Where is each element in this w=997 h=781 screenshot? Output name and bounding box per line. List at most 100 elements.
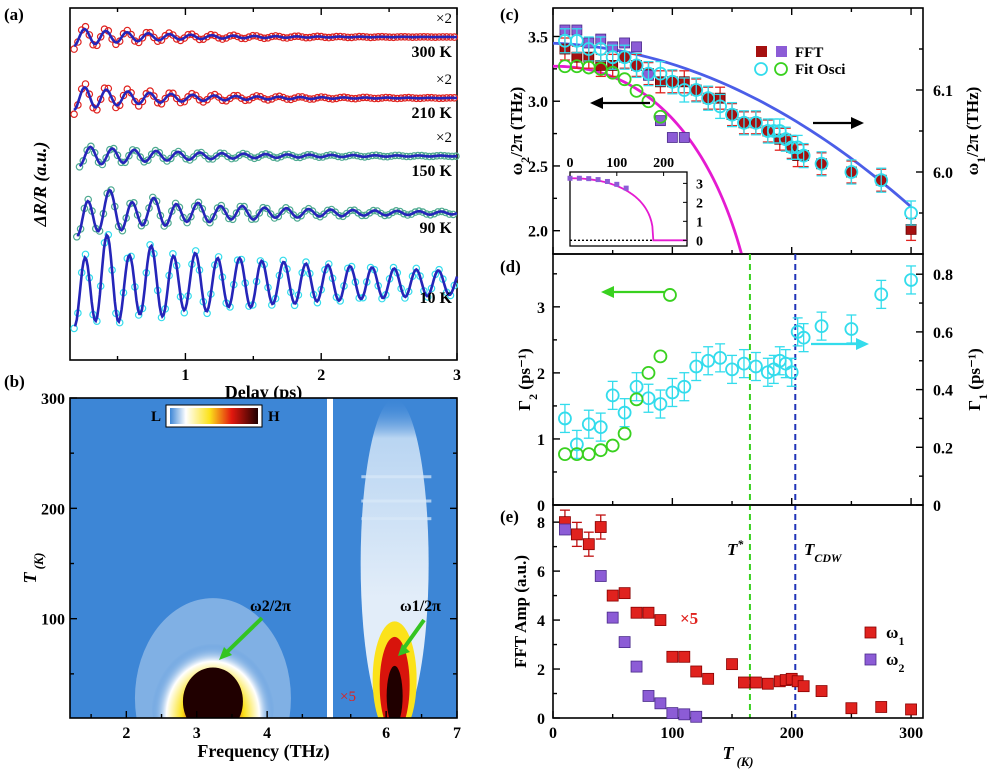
data-point-a (75, 163, 84, 171)
data-point-fit-omega1 (701, 91, 716, 106)
data-point-a (176, 98, 185, 107)
y2-tick-label-d: 0.6 (933, 325, 953, 342)
data-point-amp-omega1 (905, 703, 917, 716)
data-point-amp-omega1 (570, 528, 583, 541)
inset-data-point (586, 176, 592, 182)
heat-stripe (361, 475, 432, 479)
inset-data-point (604, 178, 610, 184)
arrow-omega2 (225, 616, 264, 654)
x-tick-label-b: 7 (453, 725, 461, 742)
legend-marker-gamma2 (663, 288, 677, 302)
data-point-gamma1 (725, 362, 739, 377)
data-point-a (199, 98, 208, 106)
inset-data-point (576, 175, 582, 181)
arrowhead-left-c (590, 97, 603, 109)
data-point-a (123, 26, 132, 35)
data-point-gamma2 (653, 349, 668, 364)
heat-stripe (361, 517, 432, 521)
data-point-fit-omega1 (796, 148, 811, 163)
y-tick-label-e: 2 (537, 662, 545, 679)
data-point-fit-omega1 (904, 206, 918, 220)
trace-scale-a: ×2 (436, 72, 452, 88)
data-point-a (136, 153, 145, 161)
data-point-fft-omega1 (905, 223, 917, 235)
x-axis-title-b: Frequency (THz) (197, 741, 329, 762)
data-point-a (189, 153, 198, 161)
label-tcdw-sub: CDW (814, 551, 843, 565)
fit-curve-a (73, 27, 457, 48)
data-point-a (221, 207, 229, 216)
fit-curve-a (78, 145, 458, 168)
data-point-a (170, 149, 179, 158)
data-point-gamma1 (665, 385, 680, 400)
data-point-gamma1 (593, 420, 608, 435)
data-point-a (377, 209, 385, 218)
data-point-gamma1 (874, 287, 889, 302)
y-axis-title-a: ΔR/R (a.u.) (30, 142, 51, 228)
colorbar-high-label: H (268, 409, 280, 425)
y-axis-title-b-base: T (20, 571, 40, 583)
data-point-fit-omega1 (629, 58, 644, 73)
data-point-a (172, 94, 181, 103)
data-point-a (150, 33, 158, 42)
data-point-amp-omega1 (761, 677, 774, 690)
panel-tag-b: (b) (4, 372, 25, 391)
data-point-a (255, 209, 264, 217)
data-point-a (127, 30, 135, 39)
label-tstar: T* (727, 537, 743, 559)
panel-cde: (c) 2.0 2.5 3.0 3.5 6.0 6.1 ω2/2π (THz) ω1/2π (T… (500, 5, 990, 769)
data-point-gamma1 (617, 405, 632, 420)
arrow-omega1 (402, 618, 426, 650)
inset-data-point (595, 177, 601, 183)
label-omega1: ω1/2π (400, 598, 441, 615)
arrowhead-gamma1 (856, 338, 869, 350)
label-omega2: ω2/2π (250, 598, 291, 615)
data-point-gamma1 (814, 319, 829, 334)
legend-label-fft: FFT (795, 45, 823, 61)
data-point-a (108, 35, 116, 43)
y-tick-label-e: 0 (537, 711, 545, 728)
data-point-a (155, 148, 164, 157)
y-tick-label-d: 0 (537, 498, 545, 515)
axis-break-b (327, 398, 333, 718)
data-point-a (206, 218, 214, 227)
x-tick-label-e: 300 (899, 725, 923, 742)
data-point-gamma1 (749, 359, 763, 374)
data-point-a (70, 110, 78, 119)
data-point-gamma1 (558, 411, 572, 426)
x-axis-title-e: T (K) (723, 743, 754, 769)
data-point-amp-omega1 (750, 676, 762, 689)
trace-label-a: 150 K (412, 163, 453, 180)
data-point-fit-omega1 (665, 74, 680, 89)
x-tick-label-a: 3 (453, 367, 461, 384)
y2-axis-title-d-sub: 1 (976, 394, 990, 400)
data-point-a (266, 210, 275, 218)
inset-x-tick-label: 100 (606, 156, 627, 171)
x-tick-label-a: 1 (181, 367, 189, 384)
legend-label-omega2-sub: 2 (898, 661, 904, 675)
data-point-amp-omega2 (642, 690, 655, 702)
data-point-amp-omega1 (582, 538, 595, 551)
y-axis-title-b: T (K) (20, 553, 46, 584)
data-point-fit-omega2 (605, 65, 620, 80)
inset-data-point (623, 185, 629, 191)
y2-axis-title-c-sub: 1 (974, 157, 988, 163)
axes-frame-e (552, 504, 924, 719)
data-point-a (178, 150, 187, 159)
panel-tag-a: (a) (4, 5, 24, 24)
legend-marker-fit-cyan (754, 62, 768, 76)
data-point-a (70, 45, 78, 53)
y-tick-label-b: 100 (41, 612, 65, 629)
x-tick-label-b: 6 (382, 725, 390, 742)
data-point-amp-omega1 (815, 685, 828, 697)
x-tick-label-b: 4 (263, 725, 271, 742)
y-axis-title-e: FFT Amp (a.u.) (511, 555, 530, 668)
data-point-gamma2 (629, 392, 644, 407)
y-tick-label-c: 3.0 (528, 94, 548, 111)
data-point-fit-omega1 (874, 173, 889, 188)
data-point-a (171, 199, 180, 208)
x-axis-title-e-sub: (K) (734, 755, 754, 769)
data-point-fit-omega1 (569, 33, 584, 48)
data-point-fit-omega1 (713, 99, 727, 114)
data-point-a (244, 209, 252, 217)
